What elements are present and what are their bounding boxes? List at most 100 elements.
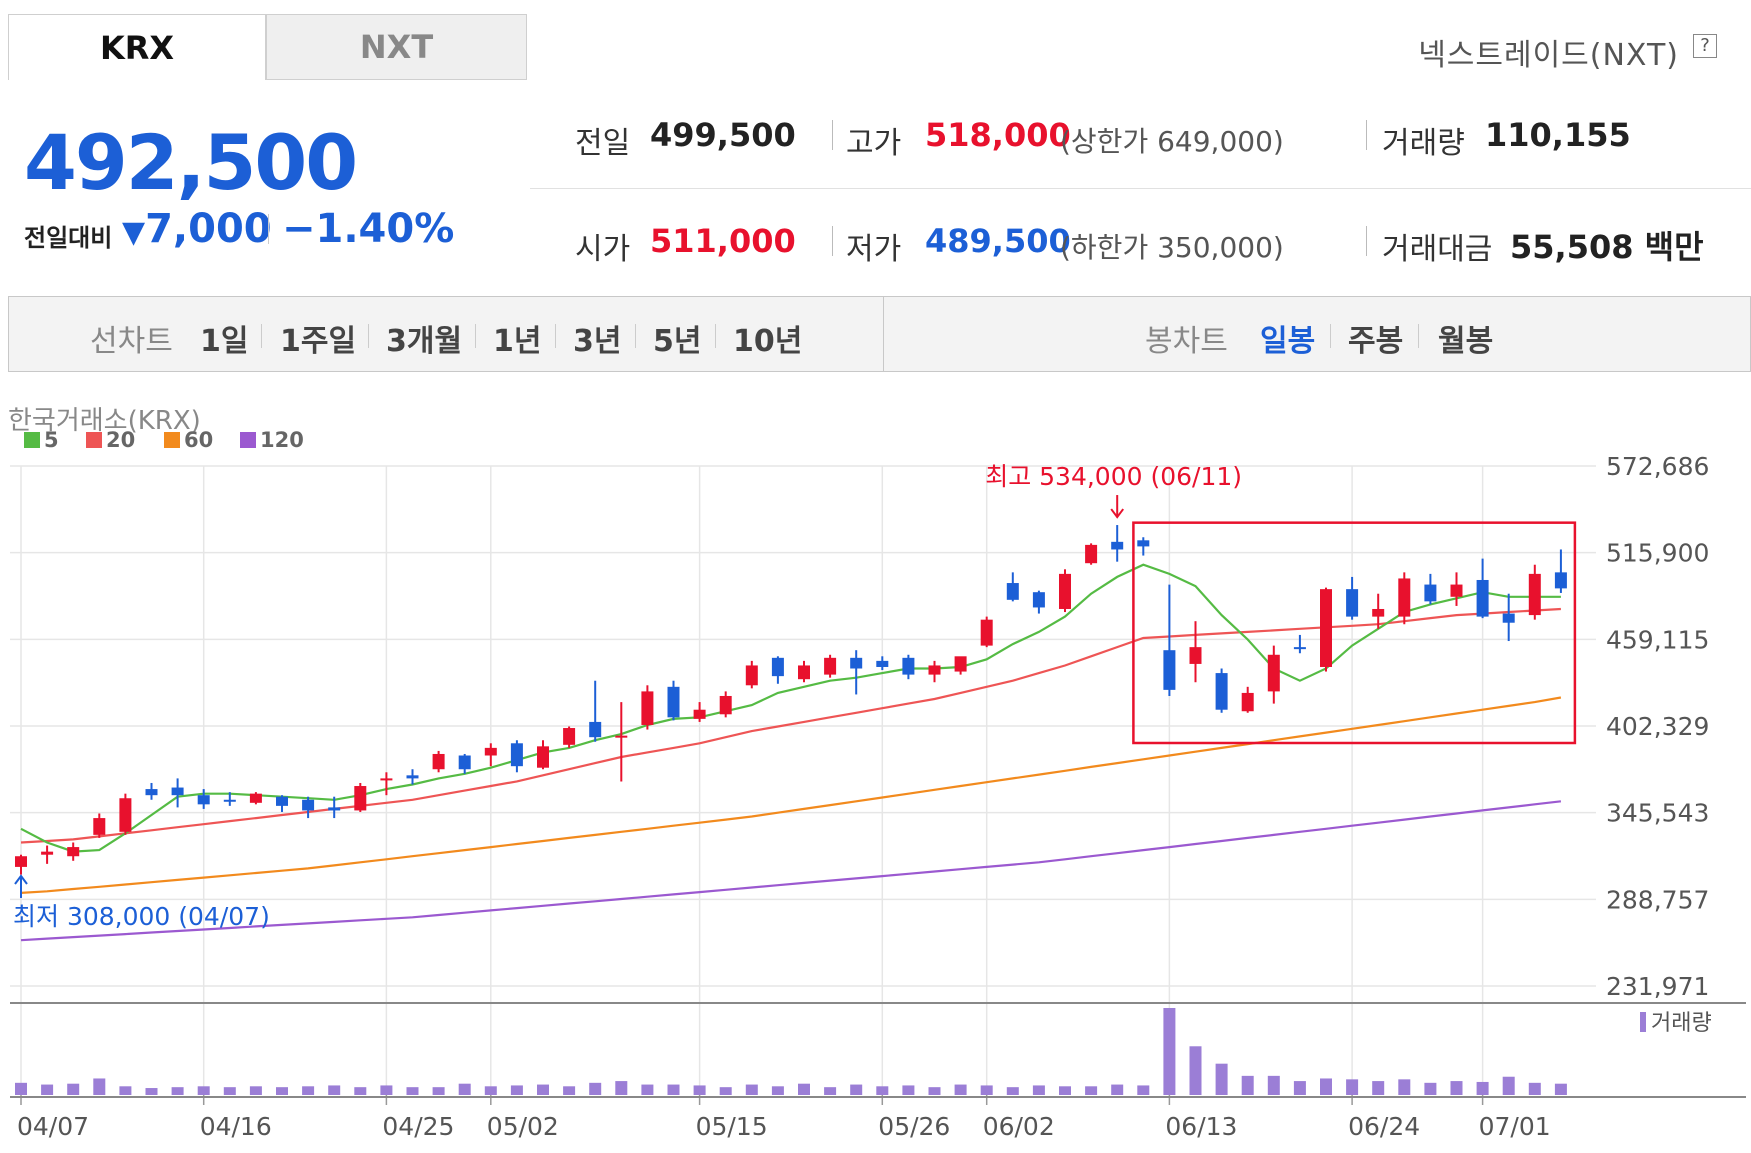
- candle[interactable]: [93, 818, 106, 835]
- candle[interactable]: [771, 657, 784, 677]
- volume-bar[interactable]: [406, 1087, 419, 1095]
- candle[interactable]: [824, 657, 837, 675]
- volume-bar[interactable]: [249, 1086, 262, 1095]
- candle[interactable]: [798, 665, 810, 680]
- volume-bar[interactable]: [197, 1086, 210, 1095]
- candle[interactable]: [589, 721, 602, 738]
- volume-bar[interactable]: [1241, 1075, 1254, 1095]
- candle[interactable]: [1163, 650, 1176, 690]
- candle[interactable]: [667, 686, 680, 718]
- period-1d[interactable]: 1일: [200, 324, 249, 359]
- candle[interactable]: [1502, 613, 1515, 623]
- volume-bar[interactable]: [850, 1084, 863, 1095]
- volume-bar[interactable]: [458, 1083, 471, 1095]
- volume-bar[interactable]: [510, 1085, 523, 1095]
- candle[interactable]: [171, 787, 184, 796]
- period-weekly[interactable]: 주봉: [1348, 324, 1404, 359]
- volume-bar[interactable]: [1267, 1075, 1280, 1095]
- volume-bar[interactable]: [954, 1084, 967, 1095]
- candle[interactable]: [745, 665, 758, 686]
- volume-bar[interactable]: [1502, 1076, 1515, 1095]
- volume-bar[interactable]: [1476, 1081, 1489, 1095]
- volume-bar[interactable]: [380, 1085, 393, 1095]
- candle[interactable]: [980, 619, 993, 646]
- volume-bar[interactable]: [1320, 1078, 1332, 1095]
- candle[interactable]: [1554, 572, 1567, 589]
- candle[interactable]: [197, 795, 210, 805]
- candle[interactable]: [1293, 647, 1306, 650]
- period-1y[interactable]: 1년: [493, 324, 542, 359]
- volume-bar[interactable]: [484, 1086, 497, 1095]
- candle[interactable]: [537, 746, 549, 768]
- volume-bar[interactable]: [1085, 1086, 1098, 1095]
- volume-bar[interactable]: [902, 1085, 915, 1095]
- candle[interactable]: [380, 778, 393, 781]
- period-10y[interactable]: 10년: [733, 324, 803, 359]
- volume-bar[interactable]: [876, 1086, 889, 1095]
- candle[interactable]: [354, 786, 367, 811]
- volume-bar[interactable]: [67, 1083, 80, 1095]
- candle[interactable]: [1215, 673, 1228, 710]
- volume-bar[interactable]: [1346, 1079, 1359, 1095]
- volume-bar[interactable]: [1398, 1079, 1411, 1095]
- volume-bar[interactable]: [589, 1082, 602, 1095]
- volume-bar[interactable]: [745, 1084, 758, 1095]
- candle[interactable]: [1424, 584, 1437, 602]
- candle[interactable]: [1372, 608, 1385, 617]
- candle[interactable]: [928, 665, 941, 675]
- volume-bar[interactable]: [693, 1085, 706, 1095]
- volume-bar[interactable]: [771, 1086, 784, 1095]
- candle[interactable]: [1398, 578, 1411, 617]
- candle[interactable]: [641, 691, 654, 725]
- candle[interactable]: [1346, 589, 1359, 617]
- volume-bar[interactable]: [1006, 1087, 1019, 1095]
- candle[interactable]: [302, 799, 315, 811]
- volume-bar[interactable]: [223, 1087, 236, 1095]
- candle[interactable]: [1189, 647, 1202, 664]
- volume-bar[interactable]: [1111, 1084, 1124, 1095]
- candle[interactable]: [145, 789, 158, 796]
- candle[interactable]: [902, 657, 915, 675]
- volume-bar[interactable]: [980, 1085, 993, 1095]
- volume-bar[interactable]: [563, 1086, 576, 1095]
- volume-bar[interactable]: [824, 1087, 837, 1095]
- candle[interactable]: [484, 747, 497, 756]
- candle[interactable]: [1320, 589, 1332, 667]
- candle[interactable]: [1241, 692, 1254, 712]
- candle[interactable]: [615, 735, 628, 738]
- candle[interactable]: [1111, 541, 1124, 550]
- volume-bar[interactable]: [719, 1087, 732, 1095]
- candle[interactable]: [1476, 579, 1489, 617]
- candle[interactable]: [249, 793, 262, 803]
- candle[interactable]: [406, 775, 419, 779]
- candle[interactable]: [328, 807, 341, 811]
- volume-bar[interactable]: [1528, 1082, 1541, 1095]
- volume-bar[interactable]: [615, 1081, 628, 1095]
- candle[interactable]: [954, 656, 967, 672]
- candle[interactable]: [119, 798, 132, 832]
- candle[interactable]: [510, 743, 523, 767]
- volume-bar[interactable]: [93, 1078, 106, 1095]
- volume-bar[interactable]: [171, 1087, 184, 1095]
- help-icon[interactable]: ?: [1693, 34, 1717, 58]
- volume-bar[interactable]: [1163, 1008, 1176, 1095]
- candle[interactable]: [1137, 540, 1150, 547]
- period-5y[interactable]: 5년: [653, 324, 702, 359]
- candle[interactable]: [41, 851, 54, 855]
- volume-bar[interactable]: [1215, 1063, 1228, 1095]
- volume-bar[interactable]: [1372, 1081, 1385, 1095]
- candle[interactable]: [223, 799, 236, 802]
- volume-bar[interactable]: [798, 1083, 810, 1095]
- volume-bar[interactable]: [641, 1084, 654, 1095]
- period-1w[interactable]: 1주일: [280, 324, 357, 359]
- volume-bar[interactable]: [145, 1088, 158, 1095]
- tab-nxt[interactable]: NXT: [266, 14, 527, 80]
- candle[interactable]: [276, 796, 288, 806]
- tab-krx[interactable]: KRX: [8, 14, 266, 80]
- volume-bar[interactable]: [1059, 1086, 1071, 1095]
- volume-bar[interactable]: [537, 1084, 549, 1095]
- candlestick-chart[interactable]: 572,686 515,900 459,115 402,329 345,543 288,7…: [0, 440, 1751, 1153]
- volume-bar[interactable]: [354, 1087, 367, 1095]
- candle[interactable]: [876, 660, 889, 667]
- candle[interactable]: [563, 728, 576, 745]
